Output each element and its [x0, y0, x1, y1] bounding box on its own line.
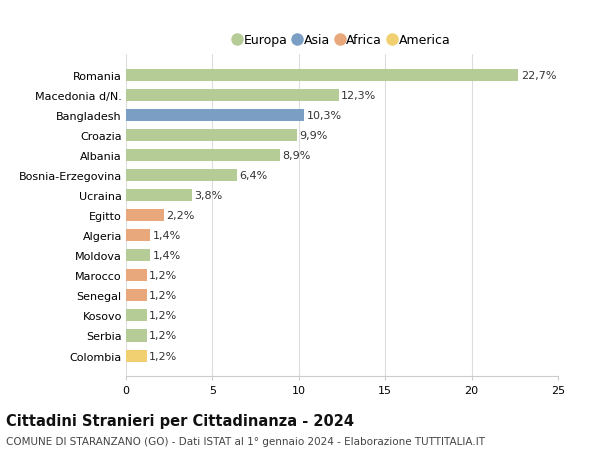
Text: 8,9%: 8,9% — [283, 151, 311, 161]
Text: 1,2%: 1,2% — [149, 311, 178, 321]
Legend: Europa, Asia, Africa, America: Europa, Asia, Africa, America — [229, 29, 455, 52]
Bar — [126, 330, 147, 342]
Text: 9,9%: 9,9% — [299, 131, 328, 141]
Text: 1,2%: 1,2% — [149, 271, 178, 281]
Bar — [126, 150, 280, 162]
Bar — [126, 90, 338, 102]
Bar — [126, 290, 147, 302]
Bar — [126, 350, 147, 362]
Bar — [126, 270, 147, 282]
Bar — [126, 110, 304, 122]
Bar — [126, 210, 164, 222]
Text: 2,2%: 2,2% — [167, 211, 195, 221]
Text: COMUNE DI STARANZANO (GO) - Dati ISTAT al 1° gennaio 2024 - Elaborazione TUTTITA: COMUNE DI STARANZANO (GO) - Dati ISTAT a… — [6, 436, 485, 446]
Text: 6,4%: 6,4% — [239, 171, 268, 181]
Text: 1,2%: 1,2% — [149, 351, 178, 361]
Text: 10,3%: 10,3% — [307, 111, 342, 121]
Text: 12,3%: 12,3% — [341, 91, 376, 101]
Text: Cittadini Stranieri per Cittadinanza - 2024: Cittadini Stranieri per Cittadinanza - 2… — [6, 413, 354, 428]
Text: 3,8%: 3,8% — [194, 191, 223, 201]
Bar — [126, 190, 191, 202]
Bar — [126, 70, 518, 82]
Bar — [126, 170, 236, 182]
Text: 1,2%: 1,2% — [149, 291, 178, 301]
Bar — [126, 250, 150, 262]
Text: 1,4%: 1,4% — [153, 251, 181, 261]
Text: 1,2%: 1,2% — [149, 331, 178, 341]
Bar — [126, 130, 297, 142]
Text: 22,7%: 22,7% — [521, 71, 556, 81]
Text: 1,4%: 1,4% — [153, 231, 181, 241]
Bar — [126, 230, 150, 242]
Bar — [126, 310, 147, 322]
